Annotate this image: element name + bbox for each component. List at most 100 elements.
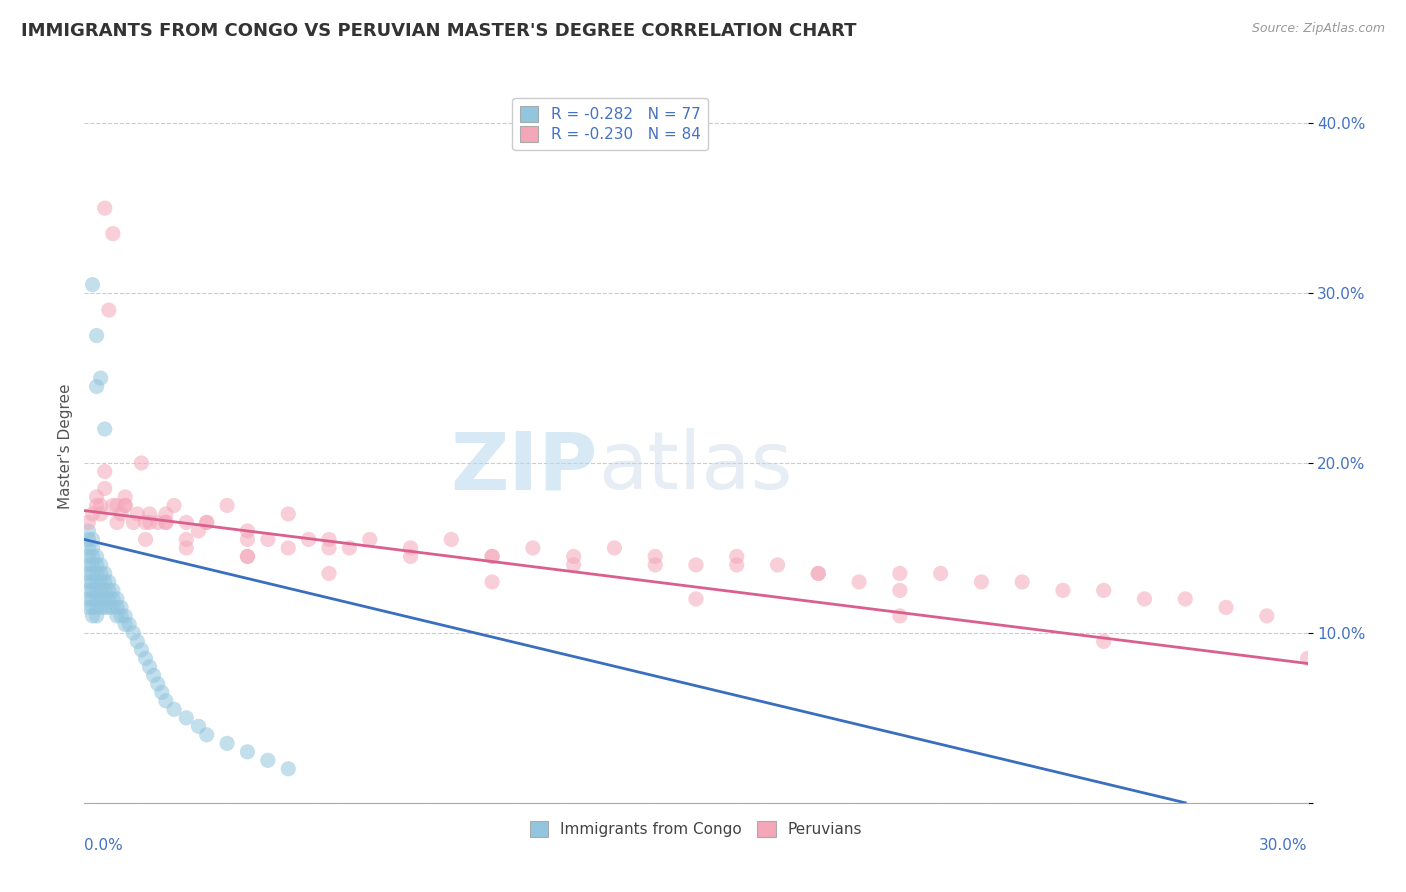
Point [105, 591, 128, 606]
Point [187, 524, 209, 538]
Point [807, 566, 830, 581]
Point [807, 566, 830, 581]
Point [138, 516, 160, 530]
Point [77, 549, 100, 564]
Point [97, 303, 120, 318]
Point [685, 591, 707, 606]
Point [562, 558, 585, 572]
Point [217, 499, 239, 513]
Text: IMMIGRANTS FROM CONGO VS PERUVIAN MASTER'S DEGREE CORRELATION CHART: IMMIGRANTS FROM CONGO VS PERUVIAN MASTER… [21, 22, 856, 40]
Point [236, 549, 259, 564]
Point [440, 533, 463, 547]
Point [114, 490, 136, 504]
Point [122, 516, 145, 530]
Point [155, 516, 177, 530]
Y-axis label: Master's Degree: Master's Degree [58, 384, 73, 508]
Text: 30.0%: 30.0% [1260, 838, 1308, 854]
Point [86, 490, 108, 504]
Point [359, 533, 381, 547]
Point [122, 626, 145, 640]
Point [86, 591, 108, 606]
Point [82, 507, 104, 521]
Point [318, 566, 340, 581]
Point [105, 499, 128, 513]
Point [105, 608, 128, 623]
Point [93, 201, 115, 215]
Point [82, 566, 104, 581]
Point [114, 499, 136, 513]
Point [138, 507, 160, 521]
Point [236, 524, 259, 538]
Point [77, 566, 100, 581]
Point [1296, 651, 1319, 665]
Point [146, 516, 169, 530]
Point [138, 660, 160, 674]
Point [86, 574, 108, 589]
Point [481, 574, 503, 589]
Point [131, 643, 153, 657]
Point [101, 600, 124, 615]
Point [82, 591, 104, 606]
Point [77, 591, 100, 606]
Point [86, 558, 108, 572]
Text: atlas: atlas [598, 428, 793, 507]
Point [1011, 574, 1033, 589]
Point [86, 608, 108, 623]
Point [1133, 591, 1156, 606]
Point [195, 728, 218, 742]
Point [90, 566, 112, 581]
Point [685, 558, 707, 572]
Point [127, 634, 149, 648]
Point [77, 541, 100, 555]
Point [725, 558, 748, 572]
Point [118, 617, 141, 632]
Point [110, 507, 132, 521]
Point [77, 524, 100, 538]
Point [93, 482, 115, 496]
Point [1092, 583, 1115, 598]
Point [146, 677, 169, 691]
Point [481, 549, 503, 564]
Point [82, 583, 104, 598]
Point [93, 583, 115, 598]
Point [86, 566, 108, 581]
Point [889, 566, 911, 581]
Point [155, 507, 177, 521]
Point [90, 583, 112, 598]
Point [86, 583, 108, 598]
Point [82, 541, 104, 555]
Point [97, 591, 120, 606]
Point [82, 558, 104, 572]
Point [481, 549, 503, 564]
Point [1256, 608, 1278, 623]
Point [77, 600, 100, 615]
Point [1052, 583, 1074, 598]
Point [90, 574, 112, 589]
Point [236, 549, 259, 564]
Point [105, 516, 128, 530]
Text: Source: ZipAtlas.com: Source: ZipAtlas.com [1251, 22, 1385, 36]
Text: 0.0%: 0.0% [84, 838, 124, 854]
Point [101, 499, 124, 513]
Point [90, 600, 112, 615]
Point [766, 558, 789, 572]
Point [318, 541, 340, 555]
Point [236, 533, 259, 547]
Point [277, 762, 299, 776]
Point [86, 379, 108, 393]
Point [110, 608, 132, 623]
Legend: Immigrants from Congo, Peruvians: Immigrants from Congo, Peruvians [522, 814, 870, 845]
Point [848, 574, 870, 589]
Point [970, 574, 993, 589]
Point [142, 668, 165, 682]
Point [127, 507, 149, 521]
Point [82, 533, 104, 547]
Point [93, 574, 115, 589]
Point [135, 516, 157, 530]
Point [82, 574, 104, 589]
Point [339, 541, 361, 555]
Point [77, 574, 100, 589]
Point [174, 516, 197, 530]
Point [135, 533, 157, 547]
Text: ZIP: ZIP [451, 428, 598, 507]
